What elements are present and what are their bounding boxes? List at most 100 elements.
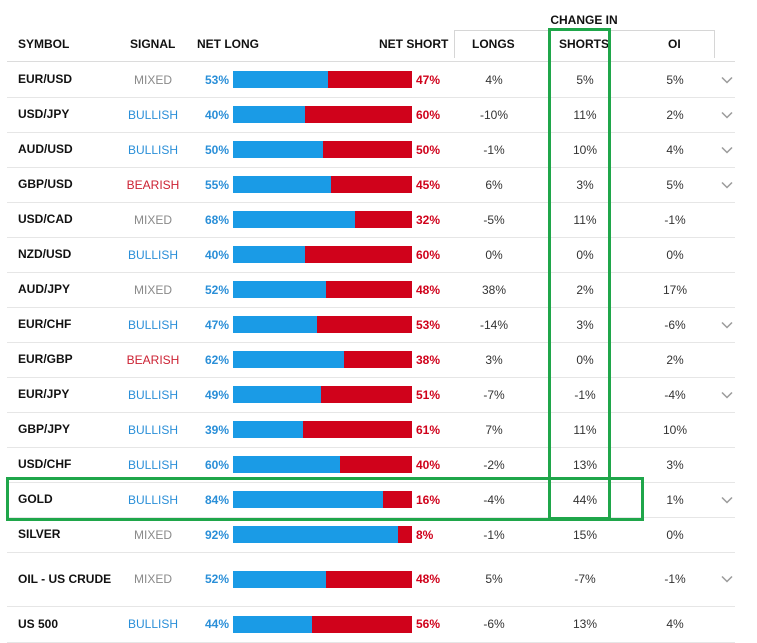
net-short-bar (233, 141, 412, 158)
longs-change: -4% (483, 492, 505, 507)
longs-change: 4% (485, 72, 503, 87)
shorts-change: 3% (576, 317, 594, 332)
symbol-cell[interactable]: GBP/USD (18, 177, 73, 191)
symbol-cell[interactable]: EUR/JPY (18, 387, 70, 401)
net-short-value: 56% (416, 617, 441, 631)
oi-change: -1% (664, 212, 686, 227)
oi-change: 1% (666, 492, 684, 507)
net-long-value: 53% (204, 72, 229, 87)
net-short-bar (233, 106, 412, 123)
table-row[interactable]: GBP/USD BEARISH 55% 45% 6% 3% 5% (7, 167, 735, 203)
table-row[interactable]: SILVER MIXED 92% 8% -1% 15% 0% (7, 517, 735, 553)
oi-change: 3% (666, 457, 684, 472)
symbol-cell[interactable]: EUR/USD (18, 72, 73, 86)
table-row[interactable]: NZD/USD BULLISH 40% 60% 0% 0% 0% (7, 237, 735, 273)
symbol-cell[interactable]: GBP/JPY (18, 422, 71, 436)
chevron-down-icon[interactable] (719, 132, 735, 167)
table-row[interactable]: USD/CAD MIXED 68% 32% -5% 11% -1% (7, 202, 735, 238)
net-short-value: 32% (416, 212, 441, 227)
sentiment-bar (233, 307, 412, 342)
signal-cell: BULLISH (127, 387, 179, 402)
oi-change: -6% (664, 317, 686, 332)
symbol-cell[interactable]: GOLD (18, 492, 53, 506)
signal-cell: BULLISH (127, 247, 179, 262)
header-shorts: SHORTS (559, 37, 610, 51)
column-divider-left (454, 30, 455, 58)
symbol-cell[interactable]: EUR/GBP (18, 352, 73, 366)
signal-cell: MIXED (133, 282, 172, 297)
net-short-bar (233, 316, 412, 333)
longs-change: 7% (485, 422, 503, 437)
net-short-value: 48% (416, 282, 441, 297)
symbol-cell[interactable]: EUR/CHF (18, 317, 72, 331)
table-row[interactable]: AUD/USD BULLISH 50% 50% -1% 10% 4% (7, 132, 735, 168)
chevron-down-icon[interactable] (719, 62, 735, 97)
longs-change: -6% (483, 617, 505, 631)
net-short-bar (233, 211, 412, 228)
table-row[interactable]: GOLD BULLISH 84% 16% -4% 44% 1% (7, 482, 735, 518)
oi-change: 5% (666, 177, 684, 192)
net-long-bar (233, 176, 332, 193)
table-row[interactable]: AUD/JPY MIXED 52% 48% 38% 2% 17% (7, 272, 735, 308)
table-row[interactable]: EUR/JPY BULLISH 49% 51% -7% -1% -4% (7, 377, 735, 413)
table-row[interactable]: USD/CHF BULLISH 60% 40% -2% 13% 3% (7, 447, 735, 483)
symbol-cell[interactable]: USD/JPY (18, 107, 70, 121)
net-short-value: 38% (416, 352, 441, 367)
shorts-change: 13% (572, 457, 598, 472)
table-row[interactable]: USD/JPY BULLISH 40% 60% -10% 11% 2% (7, 97, 735, 133)
longs-change: -1% (483, 142, 505, 157)
shorts-change: 0% (576, 352, 594, 367)
net-short-value: 60% (416, 107, 441, 122)
shorts-change: 11% (573, 422, 597, 437)
signal-cell: BULLISH (127, 317, 179, 332)
oi-change: 2% (666, 352, 684, 367)
shorts-column-highlight (548, 28, 611, 520)
symbol-cell[interactable]: AUD/JPY (18, 282, 71, 296)
net-short-bar (233, 491, 412, 508)
shorts-change: 10% (572, 142, 598, 157)
net-long-value: 84% (204, 492, 229, 507)
longs-change: -10% (479, 107, 508, 122)
table-row[interactable]: EUR/CHF BULLISH 47% 53% -14% 3% -6% (7, 307, 735, 343)
net-long-value: 68% (204, 212, 229, 227)
longs-change: 38% (481, 282, 507, 297)
signal-cell: BEARISH (126, 177, 180, 192)
table-row[interactable]: EUR/GBP BEARISH 62% 38% 3% 0% 2% (7, 342, 735, 378)
symbol-cell[interactable]: USD/CHF (18, 457, 72, 471)
net-short-value: 50% (416, 142, 441, 157)
symbol-cell[interactable]: NZD/USD (18, 247, 72, 261)
symbol-cell[interactable]: US 500 (18, 616, 59, 631)
net-long-bar (233, 351, 344, 368)
sentiment-bar (233, 202, 412, 237)
table-row[interactable]: OIL - US CRUDE MIXED 52% 48% 5% -7% -1% (7, 552, 735, 607)
sentiment-bar (233, 517, 412, 552)
net-short-bar (233, 351, 412, 368)
oi-change: 5% (666, 72, 684, 87)
table-row[interactable]: GBP/JPY BULLISH 39% 61% 7% 11% 10% (7, 412, 735, 448)
net-short-value: 53% (416, 317, 441, 332)
symbol-cell[interactable]: SILVER (18, 527, 61, 541)
header-oi: OI (668, 37, 681, 51)
sentiment-bar (233, 552, 412, 606)
header-net-long: NET LONG (197, 37, 259, 51)
chevron-down-icon[interactable] (719, 482, 735, 517)
oi-change: 0% (666, 247, 684, 262)
oi-change: 2% (666, 107, 684, 122)
net-long-value: 52% (204, 572, 229, 586)
chevron-down-icon[interactable] (719, 167, 735, 202)
table-row[interactable]: US 500 BULLISH 44% 56% -6% 13% 4% (7, 606, 735, 643)
chevron-down-icon[interactable] (719, 377, 735, 412)
chevron-down-icon[interactable] (719, 552, 735, 606)
symbol-cell[interactable]: AUD/USD (18, 142, 73, 156)
sentiment-bar (233, 62, 412, 97)
net-long-bar (233, 570, 327, 588)
chevron-down-icon[interactable] (719, 307, 735, 342)
table-row[interactable]: EUR/USD MIXED 53% 47% 4% 5% 5% (7, 62, 735, 98)
net-long-value: 60% (204, 457, 229, 472)
net-short-value: 45% (416, 177, 441, 192)
sentiment-bar (233, 97, 412, 132)
net-short-value: 40% (416, 457, 441, 472)
chevron-down-icon[interactable] (719, 97, 735, 132)
symbol-cell[interactable]: USD/CAD (18, 212, 73, 226)
symbol-cell[interactable]: OIL - US CRUDE (18, 571, 112, 586)
